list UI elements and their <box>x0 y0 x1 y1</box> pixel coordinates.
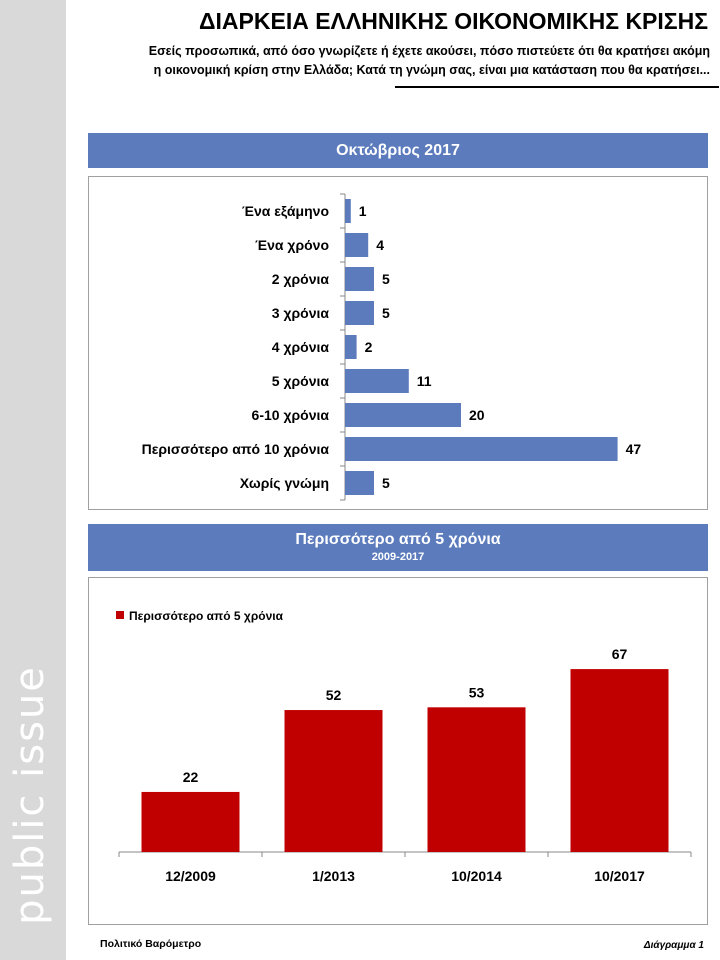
chart1-data-label: 4 <box>376 237 384 253</box>
chart1-category-label: Χωρίς γνώμη <box>240 475 329 491</box>
chart1-data-label: 2 <box>365 339 373 355</box>
chart2-category-label: 12/2009 <box>165 868 216 884</box>
chart1-data-label: 20 <box>469 407 485 423</box>
subtitle-line-2: η οικονομική κρίση στην Ελλάδα; Κατά τη … <box>153 63 710 77</box>
public-issue-logo: public issue <box>7 665 53 925</box>
chart1-bar <box>345 335 357 359</box>
chart2-category-label: 10/2014 <box>451 868 502 884</box>
chart1-category-label: 4 χρόνια <box>272 339 330 355</box>
chart1-category-label: Ένα χρόνο <box>255 237 329 253</box>
chart2-bar <box>284 710 383 852</box>
chart2-subtitle: 2009-2017 <box>371 551 425 563</box>
chart2-legend-swatch <box>116 611 124 619</box>
chart2-category-label: 1/2013 <box>312 868 355 884</box>
chart1-data-label: 5 <box>382 475 390 491</box>
chart2-data-label: 22 <box>183 769 199 785</box>
page-subtitle: Εσείς προσωπικά, από όσο γνωρίζετε ή έχε… <box>80 42 710 80</box>
chart2-bar <box>570 669 669 852</box>
chart1-svg: Ένα εξάμηνο 1 Ένα χρόνο 4 2 χρόνια 5 3 χρόνια 5… <box>142 193 642 501</box>
chart2-bar <box>141 791 240 852</box>
chart1-category-label: Ένα εξάμηνο <box>242 203 329 219</box>
chart1-data-label: 47 <box>626 441 642 457</box>
chart2-title: Περισσότερο από 5 χρόνια <box>295 531 501 548</box>
chart1-bar <box>345 437 618 461</box>
chart1-bar <box>345 369 409 393</box>
chart1-bar <box>345 199 351 223</box>
sidebar: public issue <box>0 0 66 960</box>
chart1-bar <box>345 403 461 427</box>
chart1-bar <box>345 233 369 257</box>
chart1-bar <box>345 471 374 495</box>
chart1-category-label: Περισσότερο από 10 χρόνια <box>142 441 330 457</box>
subtitle-line-1: Εσείς προσωπικά, από όσο γνωρίζετε ή έχε… <box>148 44 710 58</box>
footer-source: Πολιτικό Βαρόμετρο <box>100 938 202 950</box>
chart1-data-label: 11 <box>417 373 432 389</box>
chart2-data-label: 52 <box>326 687 342 703</box>
chart1-category-label: 2 χρόνια <box>272 271 330 287</box>
chart1-category-label: 5 χρόνια <box>272 373 330 389</box>
chart1-title: Οκτώβριος 2017 <box>336 142 460 159</box>
chart2-legend-label: Περισσότερο από 5 χρόνια <box>129 609 284 623</box>
chart2-data-label: 53 <box>469 684 485 700</box>
chart2-svg: Περισσότερο από 5 χρόνια 22 12/2009 52 1/201… <box>116 609 692 884</box>
chart1-data-label: 5 <box>382 305 390 321</box>
chart1-data-label: 1 <box>359 203 367 219</box>
chart2-category-label: 10/2017 <box>594 868 645 884</box>
chart1-data-label: 5 <box>382 271 390 287</box>
page-title: ΔΙΑΡΚΕΙΑ ΕΛΛΗΝΙΚΗΣ ΟΙΚΟΝΟΜΙΚΗΣ ΚΡΙΣΗΣ <box>199 8 708 34</box>
subtitle-underline <box>395 86 719 88</box>
chart2-data-label: 67 <box>612 646 628 662</box>
chart1-category-label: 3 χρόνια <box>272 305 330 321</box>
chart1-panel: Ένα εξάμηνο 1 Ένα χρόνο 4 2 χρόνια 5 3 χρόνια 5… <box>88 176 708 510</box>
chart2-panel: Περισσότερο από 5 χρόνια 22 12/2009 52 1/201… <box>88 577 708 925</box>
chart1-banner: Οκτώβριος 2017 <box>88 133 708 168</box>
chart2-bar <box>427 707 526 852</box>
chart1-bar <box>345 267 374 291</box>
chart2-banner: Περισσότερο από 5 χρόνια 2009-2017 <box>88 524 708 571</box>
chart1-category-label: 6-10 χρόνια <box>252 407 330 423</box>
chart1-bar <box>345 301 374 325</box>
footer-diagram-number: Διάγραμμα 1 <box>643 940 704 951</box>
